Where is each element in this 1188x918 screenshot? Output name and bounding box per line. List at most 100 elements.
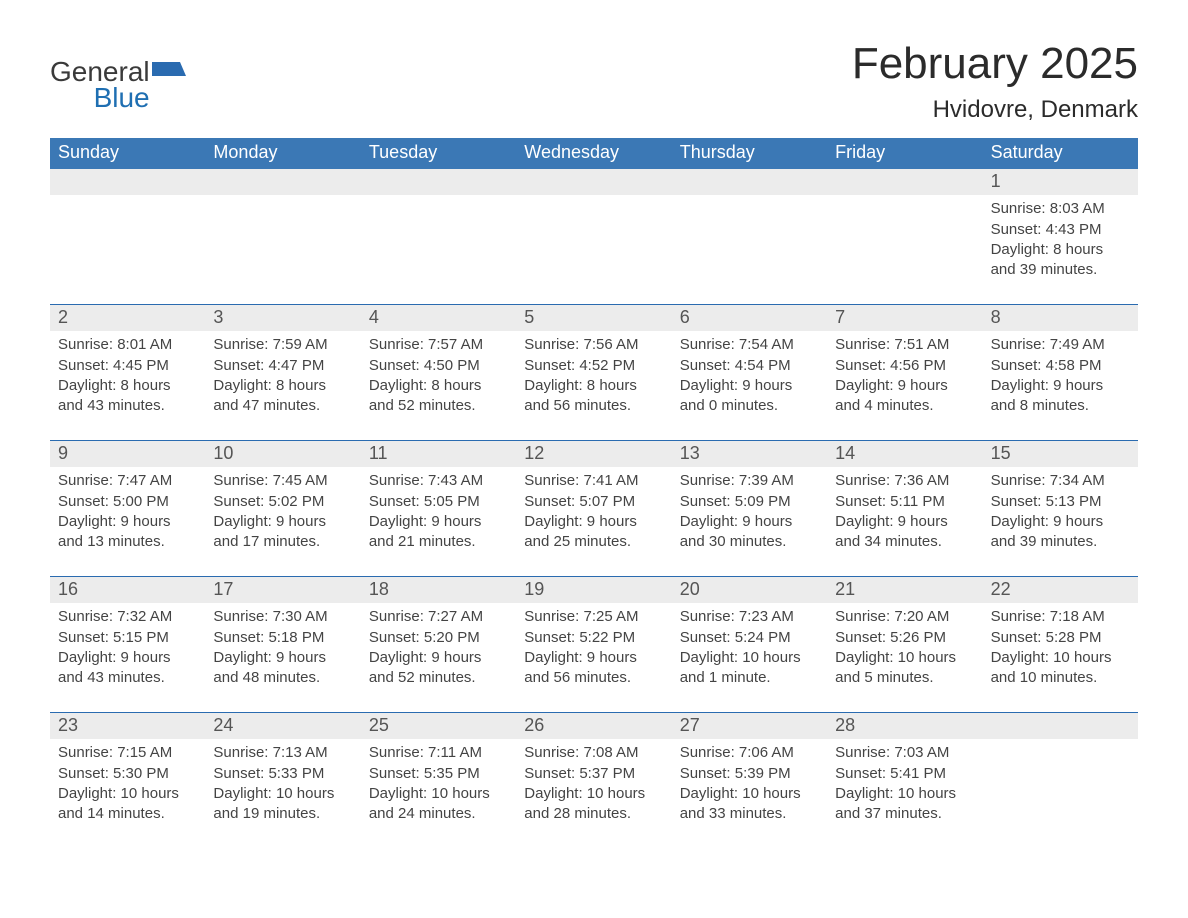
- sunrise-text: Sunrise: 7:20 AM: [835, 607, 974, 627]
- day-number: 3: [205, 305, 360, 331]
- sunrise-text: Sunrise: 7:23 AM: [680, 607, 819, 627]
- day-cell: Sunrise: 7:47 AMSunset: 5:00 PMDaylight:…: [50, 467, 205, 554]
- sunset-text: Sunset: 5:26 PM: [835, 628, 974, 648]
- day-cell: Sunrise: 7:32 AMSunset: 5:15 PMDaylight:…: [50, 603, 205, 690]
- day-cell: [827, 195, 982, 282]
- calendar: SundayMondayTuesdayWednesdayThursdayFrid…: [50, 138, 1138, 826]
- sunset-text: Sunset: 5:37 PM: [524, 764, 663, 784]
- dow-cell: Thursday: [672, 138, 827, 169]
- day-cell: Sunrise: 7:11 AMSunset: 5:35 PMDaylight:…: [361, 739, 516, 826]
- day-cell: Sunrise: 7:45 AMSunset: 5:02 PMDaylight:…: [205, 467, 360, 554]
- week-row: 232425262728Sunrise: 7:15 AMSunset: 5:30…: [50, 712, 1138, 826]
- dow-cell: Monday: [205, 138, 360, 169]
- daylight-text: Daylight: 9 hours and 21 minutes.: [369, 512, 508, 553]
- daylight-text: Daylight: 8 hours and 43 minutes.: [58, 376, 197, 417]
- daylight-text: Daylight: 10 hours and 28 minutes.: [524, 784, 663, 825]
- day-cell: Sunrise: 7:25 AMSunset: 5:22 PMDaylight:…: [516, 603, 671, 690]
- location-label: Hvidovre, Denmark: [852, 96, 1138, 124]
- day-cell: Sunrise: 7:41 AMSunset: 5:07 PMDaylight:…: [516, 467, 671, 554]
- sunrise-text: Sunrise: 7:30 AM: [213, 607, 352, 627]
- daylight-text: Daylight: 9 hours and 17 minutes.: [213, 512, 352, 553]
- day-cell: Sunrise: 7:39 AMSunset: 5:09 PMDaylight:…: [672, 467, 827, 554]
- daylight-text: Daylight: 9 hours and 13 minutes.: [58, 512, 197, 553]
- day-cell: Sunrise: 7:13 AMSunset: 5:33 PMDaylight:…: [205, 739, 360, 826]
- daylight-text: Daylight: 9 hours and 25 minutes.: [524, 512, 663, 553]
- day-number: 15: [983, 441, 1138, 467]
- sunrise-text: Sunrise: 7:08 AM: [524, 743, 663, 763]
- weeks-container: 1 Sunrise: 8:03 AMSunset: 4:43 PM Daylight…: [50, 169, 1138, 826]
- sunset-text: Sunset: 5:20 PM: [369, 628, 508, 648]
- day-number: 6: [672, 305, 827, 331]
- day-number: 26: [516, 713, 671, 739]
- sunrise-text: Sunrise: 7:36 AM: [835, 471, 974, 491]
- daylight-text: Daylight: 9 hours and 43 minutes.: [58, 648, 197, 689]
- daylight-text: Daylight: 8 hours and 47 minutes.: [213, 376, 352, 417]
- day-cell: Sunrise: 7:51 AMSunset: 4:56 PMDaylight:…: [827, 331, 982, 418]
- day-number: [361, 169, 516, 195]
- sunset-text: Sunset: 5:07 PM: [524, 492, 663, 512]
- sunrise-text: Sunrise: 7:43 AM: [369, 471, 508, 491]
- daylight-text: Daylight: 10 hours and 5 minutes.: [835, 648, 974, 689]
- brand-text: General Blue: [50, 58, 150, 112]
- day-cell: Sunrise: 7:18 AMSunset: 5:28 PMDaylight:…: [983, 603, 1138, 690]
- day-cell: Sunrise: 7:56 AMSunset: 4:52 PMDaylight:…: [516, 331, 671, 418]
- sunrise-text: Sunrise: 7:57 AM: [369, 335, 508, 355]
- daylight-text: Daylight: 9 hours and 39 minutes.: [991, 512, 1130, 553]
- sunset-text: Sunset: 5:24 PM: [680, 628, 819, 648]
- week-row: 16171819202122Sunrise: 7:32 AMSunset: 5:…: [50, 576, 1138, 690]
- sunrise-text: Sunrise: 7:54 AM: [680, 335, 819, 355]
- day-number: 16: [50, 577, 205, 603]
- sunrise-text: Sunrise: 7:59 AM: [213, 335, 352, 355]
- daylight-text: Daylight: 8 hours and 52 minutes.: [369, 376, 508, 417]
- sunset-text: Sunset: 4:50 PM: [369, 356, 508, 376]
- day-number: 19: [516, 577, 671, 603]
- day stripe: 2345678: [50, 305, 1138, 331]
- brand-line2: Blue: [50, 84, 150, 112]
- day-number: 4: [361, 305, 516, 331]
- day-number: 22: [983, 577, 1138, 603]
- day-number: [50, 169, 205, 195]
- sunset-text: Sunset: 5:28 PM: [991, 628, 1130, 648]
- day-number: 2: [50, 305, 205, 331]
- sunset-text: Sunset: 5:13 PM: [991, 492, 1130, 512]
- week-row: 2345678Sunrise: 8:01 AMSunset: 4:45 PMDa…: [50, 304, 1138, 418]
- daylight-text: Daylight: 9 hours and 56 minutes.: [524, 648, 663, 689]
- sunset-text: Sunset: 5:15 PM: [58, 628, 197, 648]
- week-row: 9101112131415Sunrise: 7:47 AMSunset: 5:0…: [50, 440, 1138, 554]
- day-cell: Sunrise: 7:36 AMSunset: 5:11 PMDaylight:…: [827, 467, 982, 554]
- day-number: 1: [983, 169, 1138, 195]
- daylight-text: Daylight: 9 hours and 4 minutes.: [835, 376, 974, 417]
- sunset-text: Sunset: 5:18 PM: [213, 628, 352, 648]
- sunrise-text: Sunrise: 7:56 AM: [524, 335, 663, 355]
- sunset-text: Sunset: 4:52 PM: [524, 356, 663, 376]
- daylight-text: Daylight: 10 hours and 37 minutes.: [835, 784, 974, 825]
- sunrise-text: Sunrise: 7:45 AM: [213, 471, 352, 491]
- day-number: 18: [361, 577, 516, 603]
- sunrise-text: Sunrise: 7:03 AM: [835, 743, 974, 763]
- sunrise-text: Sunrise: 7:34 AM: [991, 471, 1130, 491]
- daylight-text: Daylight: 8 hours and 56 minutes.: [524, 376, 663, 417]
- sunset-text: Sunset: 5:30 PM: [58, 764, 197, 784]
- sunrise-text: Sunrise: 7:27 AM: [369, 607, 508, 627]
- daylight-text: Daylight: 9 hours and 0 minutes.: [680, 376, 819, 417]
- day-number: [205, 169, 360, 195]
- sunset-text: Sunset: 5:05 PM: [369, 492, 508, 512]
- sunrise-text: Sunrise: 8:03 AM: [991, 199, 1130, 219]
- day-cell: [516, 195, 671, 282]
- sunset-text: Sunset: 4:43 PM: [991, 220, 1130, 240]
- day-number: 5: [516, 305, 671, 331]
- day-number: 24: [205, 713, 360, 739]
- day-cell: Sunrise: 7:57 AMSunset: 4:50 PMDaylight:…: [361, 331, 516, 418]
- sunset-text: Sunset: 4:56 PM: [835, 356, 974, 376]
- sunrise-text: Sunrise: 7:18 AM: [991, 607, 1130, 627]
- day-number: 11: [361, 441, 516, 467]
- brand-logo: General Blue: [50, 40, 186, 112]
- day-cell: Sunrise: 7:15 AMSunset: 5:30 PMDaylight:…: [50, 739, 205, 826]
- daylight-text: Daylight: 9 hours and 30 minutes.: [680, 512, 819, 553]
- sunrise-text: Sunrise: 7:13 AM: [213, 743, 352, 763]
- sunset-text: Sunset: 5:41 PM: [835, 764, 974, 784]
- month-title: February 2025: [852, 40, 1138, 88]
- day-number: 10: [205, 441, 360, 467]
- day-cell: Sunrise: 7:20 AMSunset: 5:26 PMDaylight:…: [827, 603, 982, 690]
- sunset-text: Sunset: 5:35 PM: [369, 764, 508, 784]
